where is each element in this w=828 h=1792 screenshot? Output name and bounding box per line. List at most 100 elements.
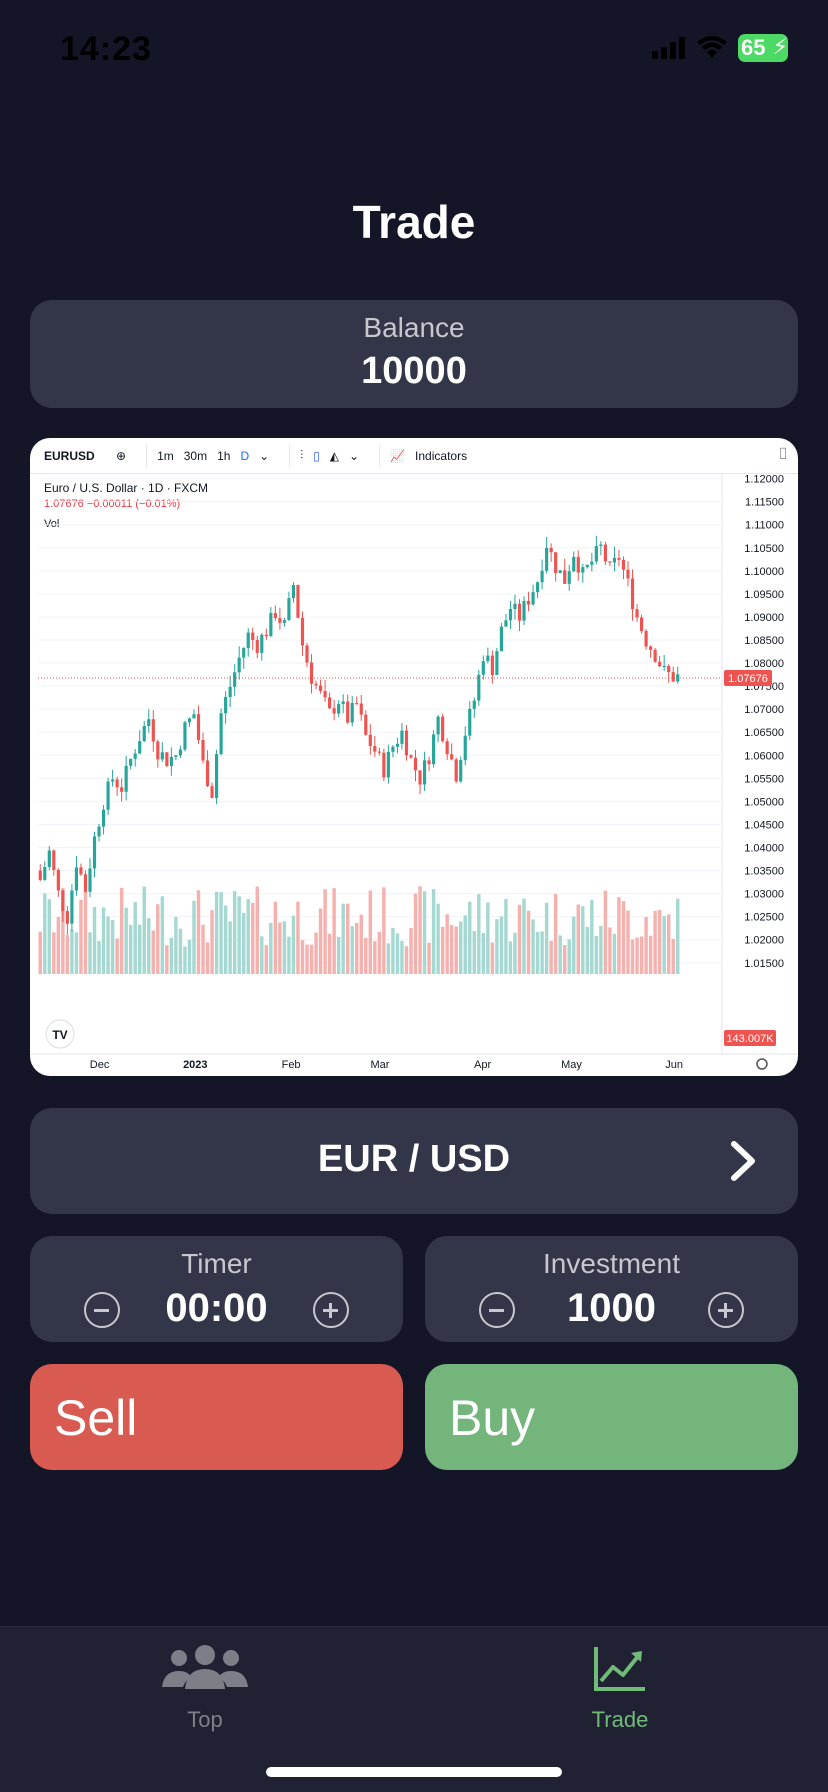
candle-body (287, 598, 291, 621)
people-icon (162, 1645, 248, 1689)
candle-body (305, 645, 309, 663)
volume-bar (101, 907, 106, 974)
candle-body (427, 760, 431, 765)
volume-bar (427, 942, 431, 974)
candle-body (242, 648, 246, 658)
timer-value: 00:00 (165, 1286, 268, 1330)
interval-30m[interactable]: 30m (183, 448, 208, 463)
volume-bar (676, 898, 680, 974)
candle-body (526, 600, 531, 605)
candle-body (667, 666, 671, 673)
candle-body (671, 672, 675, 682)
candle-body (413, 757, 418, 771)
volume-bar (508, 941, 513, 974)
minus-icon (94, 1309, 109, 1312)
candle-body (590, 561, 594, 565)
volume-bar (92, 907, 97, 974)
x-tick-label: Feb (282, 1059, 301, 1071)
candle-body (395, 743, 400, 747)
indicators-button[interactable]: Indicators (415, 448, 468, 463)
candle-body (264, 634, 268, 637)
candle-body (74, 867, 79, 891)
pair-label: EUR / USD (317, 1138, 511, 1180)
interval-d[interactable]: D (240, 448, 250, 463)
candle-body (572, 556, 576, 572)
interval-1h[interactable]: 1h (217, 448, 231, 463)
add-symbol-icon[interactable]: ⊕ (116, 448, 127, 463)
investment-decrease-button[interactable] (479, 1292, 515, 1328)
timer-increase-button[interactable] (313, 1292, 349, 1328)
candle-body (169, 756, 173, 766)
volume-bar (544, 902, 549, 974)
x-tick-label: Mar (371, 1059, 390, 1071)
volume-bar (639, 936, 644, 974)
candle-body (567, 571, 571, 584)
candle-body (282, 620, 286, 623)
candle-body (508, 609, 513, 621)
candle-body (183, 722, 187, 750)
y-tick-label: 1.05500 (744, 773, 784, 785)
balance-label: Balance (363, 312, 465, 343)
candle-body (309, 662, 314, 684)
candle-style-icon[interactable]: ▯ (313, 448, 320, 463)
chart-style-dropdown-icon[interactable]: ⌄ (349, 448, 360, 463)
candle-body (445, 741, 449, 755)
x-tick-label: Jun (665, 1059, 683, 1071)
candle-body (459, 760, 463, 782)
candle-body (662, 666, 666, 668)
candle-body (644, 631, 648, 647)
indicators-icon[interactable]: 📈 (390, 448, 406, 463)
volume-bar (567, 939, 571, 974)
candle-body (210, 786, 214, 798)
volume-bar (359, 914, 363, 974)
candle-body (83, 874, 88, 892)
volume-bar (237, 896, 241, 974)
candle-body (472, 700, 476, 709)
tab-top[interactable]: Top (55, 1627, 355, 1737)
volume-bar (269, 922, 273, 974)
y-tick-label: 1.05000 (744, 796, 784, 808)
volume-bar (395, 933, 400, 974)
volume-bar (540, 931, 544, 974)
candle-body (463, 735, 467, 761)
bar-style-icon[interactable]: ⫶ (300, 448, 304, 462)
volume-bar (535, 932, 540, 974)
tab-trade-label: Trade (591, 1707, 649, 1732)
chart-canvas[interactable]: 1.12000 1.11500 1.11000 1.10500 1.10000 1.095… (30, 474, 798, 1076)
volume-bar (228, 921, 232, 974)
price-chart[interactable]: EURUSD ⊕ 1m 30m 1h D ⌄ ⫶ ▯ ◭ ⌄ 📈 Indicat… (30, 438, 798, 1076)
sell-button[interactable]: Sell (30, 1364, 403, 1470)
candle-body (364, 714, 368, 735)
volume-bar (251, 902, 255, 974)
investment-increase-button[interactable] (708, 1292, 744, 1328)
candle-body (332, 708, 336, 714)
volume-bar (576, 904, 580, 974)
area-style-icon[interactable]: ◭ (329, 448, 340, 463)
candle-body (174, 755, 178, 757)
candle-body (79, 867, 83, 875)
candle-body (192, 714, 196, 719)
y-tick-label: 1.07000 (744, 704, 784, 716)
interval-1m[interactable]: 1m (157, 448, 174, 463)
volume-bar (38, 931, 42, 974)
interval-dropdown-icon[interactable]: ⌄ (259, 448, 270, 463)
timer-decrease-button[interactable] (84, 1292, 120, 1328)
cellular-signal-icon (652, 37, 685, 59)
volume-bar (621, 901, 626, 974)
buy-button[interactable]: Buy (425, 1364, 798, 1470)
pair-selector[interactable]: EUR / USD (30, 1108, 798, 1214)
volume-bar (160, 896, 165, 974)
volume-bar (314, 932, 318, 974)
candle-body (540, 570, 544, 583)
volume-bar (83, 890, 88, 974)
candle-body (355, 702, 359, 704)
volume-bar (603, 890, 608, 974)
home-indicator (266, 1767, 562, 1777)
tab-trade[interactable]: Trade (470, 1627, 770, 1737)
candle-body (404, 730, 409, 756)
chevron-right-icon (731, 1141, 755, 1181)
candle-body (341, 701, 345, 705)
chart-symbol[interactable]: EURUSD (44, 448, 95, 463)
volume-bar (517, 904, 522, 974)
camera-icon[interactable]: ⌷ (778, 446, 788, 463)
